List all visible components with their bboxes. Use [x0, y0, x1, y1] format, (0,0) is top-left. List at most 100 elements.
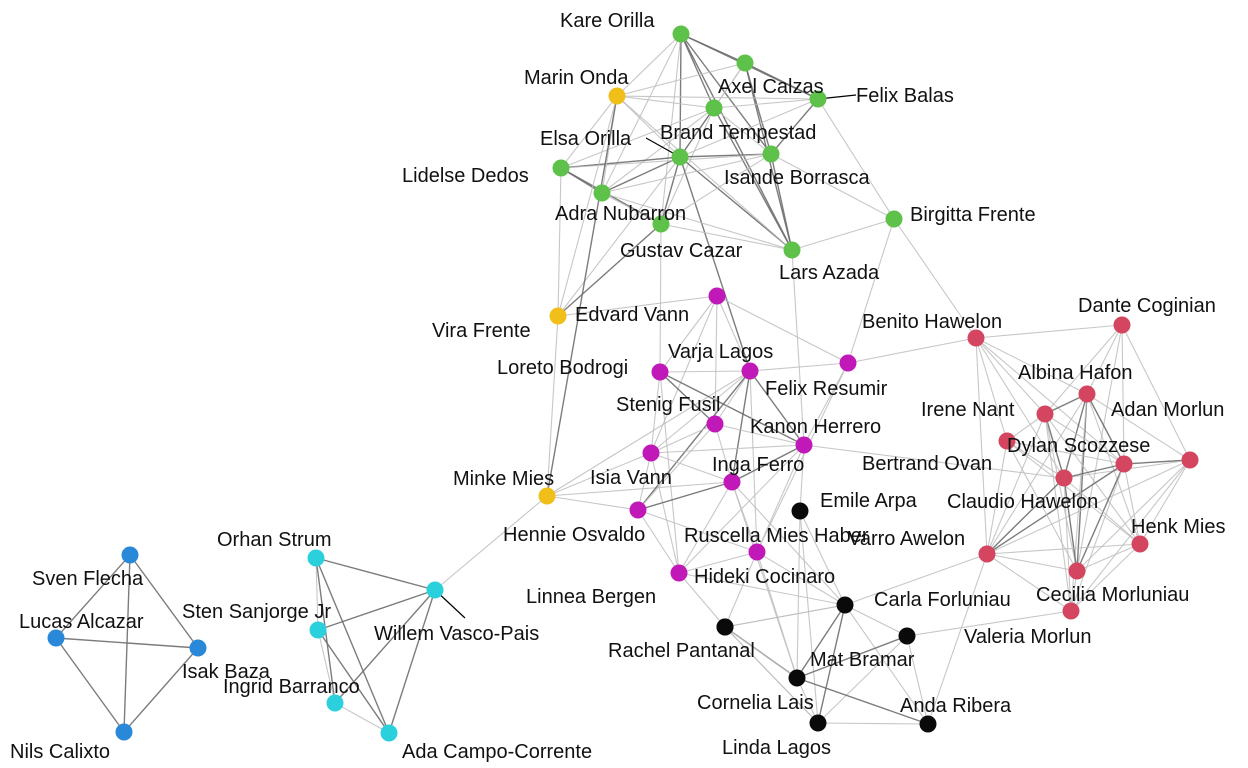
- edge-axel-calzas-felix-balas: [744, 62, 819, 100]
- node-claudio-hawelon[interactable]: [1055, 469, 1073, 487]
- node-minke-mies[interactable]: [538, 487, 556, 505]
- edge-edvard-vann-isia-vann: [650, 295, 718, 454]
- node-sven-flecha[interactable]: [121, 546, 139, 564]
- node-inga-ferro[interactable]: [723, 473, 741, 491]
- node-orhan-strum[interactable]: [307, 549, 325, 567]
- edge-lidelse-dedos-vira-frente: [557, 167, 562, 317]
- edge-gustav-cazar-loreto-bodrogi: [659, 223, 662, 373]
- node-dylan-scozzese[interactable]: [1115, 455, 1133, 473]
- edge-ingrid-barranco-ada-campo-corrente: [334, 702, 390, 734]
- node-willem-vasco-pais[interactable]: [426, 581, 444, 599]
- edge-varja-lagos-kanon-herrero: [749, 370, 805, 446]
- node-isak-baza[interactable]: [189, 639, 207, 657]
- node-label-sten-sanjorge-jr: Sten Sanjorge Jr: [182, 601, 331, 623]
- edge-sten-sanjorge-jr-willem-vasco-pais: [317, 589, 436, 631]
- node-mat-bramar[interactable]: [898, 627, 916, 645]
- node-ingrid-barranco[interactable]: [326, 694, 344, 712]
- node-emile-arpa[interactable]: [791, 502, 809, 520]
- node-label-albina-hafon: Albina Hafon: [1018, 362, 1133, 384]
- edge-irene-nant-cecilia-morluniau: [1044, 413, 1078, 572]
- node-sten-sanjorge-jr[interactable]: [309, 621, 327, 639]
- node-henk-mies[interactable]: [1131, 535, 1149, 553]
- edge-orhan-strum-sten-sanjorge-jr: [315, 557, 319, 631]
- node-label-lars-azada: Lars Azada: [779, 262, 880, 284]
- node-cornelia-lais[interactable]: [788, 669, 806, 687]
- node-hideki-cocinaro[interactable]: [670, 564, 688, 582]
- edge-kanon-herrero-ruscella-mies-haber: [756, 444, 805, 553]
- edge-ruscella-mies-haber-linnea-bergen: [724, 551, 758, 628]
- edge-sten-sanjorge-jr-ingrid-barranco: [317, 629, 336, 704]
- node-isia-vann[interactable]: [642, 444, 660, 462]
- edge-felix-balas-birgitta-frente: [817, 98, 895, 220]
- edge-loreto-bodrogi-isia-vann: [650, 371, 661, 454]
- edge-minke-mies-willem-vasco-pais: [434, 495, 548, 591]
- edge-adan-morlun-cecilia-morluniau: [1076, 459, 1191, 572]
- node-varro-awelon[interactable]: [978, 545, 996, 563]
- node-kanon-herrero[interactable]: [795, 436, 813, 454]
- edge-varja-lagos-felix-resumir: [749, 362, 849, 372]
- node-lidelse-dedos[interactable]: [552, 159, 570, 177]
- node-felix-resumir[interactable]: [839, 354, 857, 372]
- node-isande-borrasca[interactable]: [762, 145, 780, 163]
- edge-irene-nant-henk-mies: [1044, 413, 1141, 545]
- node-anda-ribera[interactable]: [919, 715, 937, 733]
- edge-willem-vasco-pais-ada-campo-corrente: [388, 589, 436, 734]
- edge-isande-borrasca-gustav-cazar: [660, 153, 772, 225]
- node-label-gustav-cazar: Gustav Cazar: [620, 240, 743, 262]
- node-stenig-fusil[interactable]: [706, 415, 724, 433]
- node-felix-balas[interactable]: [809, 90, 827, 108]
- node-edvard-vann[interactable]: [708, 287, 726, 305]
- node-elsa-orilla[interactable]: [671, 148, 689, 166]
- edge-stenig-fusil-isia-vann: [650, 423, 716, 454]
- node-dante-coginian[interactable]: [1113, 316, 1131, 334]
- node-carla-forluniau[interactable]: [836, 596, 854, 614]
- edge-kare-orilla-elsa-orilla: [679, 33, 682, 158]
- node-bertrand-ovan[interactable]: [998, 432, 1016, 450]
- edge-benito-hawelon-irene-nant: [975, 337, 1046, 415]
- edge-lucas-alcazar-nils-calixto: [55, 637, 125, 733]
- node-axel-calzas[interactable]: [736, 54, 754, 72]
- node-marin-onda[interactable]: [608, 87, 626, 105]
- node-hennie-osvaldo[interactable]: [629, 501, 647, 519]
- edge-minke-mies-isia-vann: [546, 452, 652, 497]
- node-irene-nant[interactable]: [1036, 405, 1054, 423]
- edge-kare-orilla-marin-onda: [616, 33, 682, 97]
- node-valeria-morlun[interactable]: [1062, 602, 1080, 620]
- node-label-axel-calzas: Axel Calzas: [718, 76, 824, 98]
- node-albina-hafon[interactable]: [1078, 385, 1096, 403]
- node-kare-orilla[interactable]: [672, 25, 690, 43]
- edge-birgitta-frente-felix-resumir: [847, 218, 895, 364]
- edge-emile-arpa-cornelia-lais: [796, 510, 801, 679]
- node-rachel-pantanal[interactable]: [716, 618, 734, 636]
- node-lars-azada[interactable]: [783, 241, 801, 259]
- edge-irene-nant-dylan-scozzese: [1044, 413, 1125, 465]
- edge-mat-bramar-cornelia-lais: [796, 635, 908, 679]
- node-label-felix-balas: Felix Balas: [856, 85, 954, 107]
- node-vira-frente[interactable]: [549, 307, 567, 325]
- edge-isande-borrasca-adra-nubarron: [601, 153, 772, 194]
- node-label-marin-onda: Marin Onda: [524, 67, 629, 89]
- edge-ruscella-mies-haber-cornelia-lais: [756, 551, 798, 679]
- node-gustav-cazar[interactable]: [652, 215, 670, 233]
- edge-felix-resumir-benito-hawelon: [847, 337, 977, 364]
- edge-minke-mies-inga-ferro: [546, 481, 733, 497]
- node-nils-calixto[interactable]: [115, 723, 133, 741]
- edge-adan-morlun-henk-mies: [1139, 459, 1191, 545]
- node-label-kanon-herrero: Kanon Herrero: [750, 416, 881, 438]
- node-varja-lagos[interactable]: [741, 362, 759, 380]
- node-linda-lagos[interactable]: [809, 714, 827, 732]
- edge-henk-mies-cecilia-morluniau: [1076, 543, 1141, 572]
- edge-dante-coginian-albina-hafon: [1086, 324, 1123, 395]
- node-brand-tempestad[interactable]: [705, 99, 723, 117]
- node-cecilia-morluniau[interactable]: [1068, 562, 1086, 580]
- edge-stenig-fusil-hennie-osvaldo: [637, 423, 716, 511]
- node-benito-hawelon[interactable]: [967, 329, 985, 347]
- node-adan-morlun[interactable]: [1181, 451, 1199, 469]
- node-ada-campo-corrente[interactable]: [380, 724, 398, 742]
- node-adra-nubarron[interactable]: [593, 184, 611, 202]
- node-lucas-alcazar[interactable]: [47, 629, 65, 647]
- node-label-ruscella-mies-haber: Ruscella Mies Haber: [684, 525, 869, 547]
- node-birgitta-frente[interactable]: [885, 210, 903, 228]
- node-loreto-bodrogi[interactable]: [651, 363, 669, 381]
- node-ruscella-mies-haber[interactable]: [748, 543, 766, 561]
